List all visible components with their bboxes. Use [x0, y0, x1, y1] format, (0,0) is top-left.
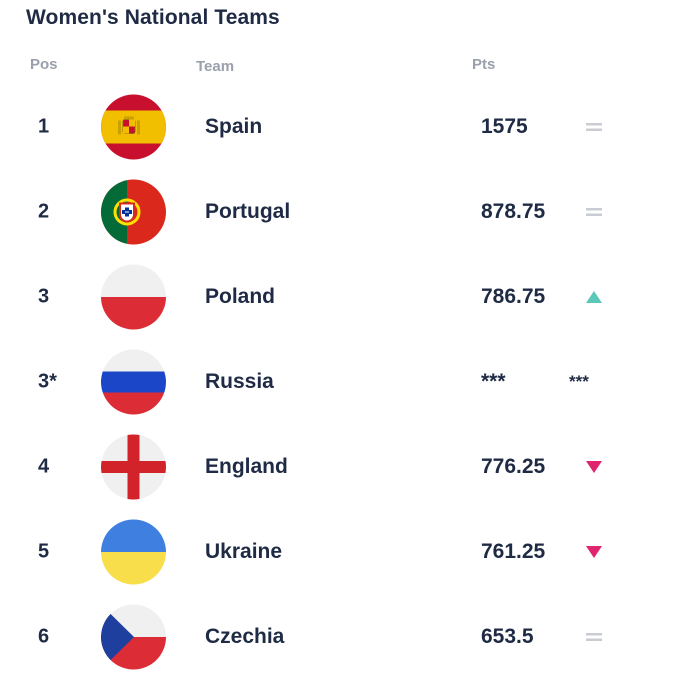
trend-same-icon: [582, 202, 606, 222]
trend-same-icon: [582, 627, 606, 647]
team-name[interactable]: England: [205, 454, 288, 478]
trend-down-icon: [582, 457, 606, 477]
russia-flag-icon: [101, 349, 166, 414]
team-name[interactable]: Russia: [205, 369, 274, 393]
row-position: 3*: [38, 370, 57, 392]
trend-up-icon: [582, 287, 606, 307]
team-name[interactable]: Poland: [205, 284, 276, 308]
column-header-pos[interactable]: Pos: [30, 56, 58, 73]
table-row[interactable]: 6 Czechia 653.5: [0, 594, 680, 679]
portugal-flag-icon: [101, 179, 166, 244]
team-points: 1575: [481, 114, 528, 138]
spain-flag-icon: [101, 94, 166, 159]
england-flag-icon: [101, 434, 166, 499]
table-row[interactable]: 1 Spain 1575: [0, 84, 680, 169]
czechia-flag-icon: [101, 604, 166, 669]
row-position: 6: [38, 625, 50, 647]
table-row[interactable]: 5 Ukraine 761.25: [0, 509, 680, 594]
poland-flag-icon: [101, 264, 166, 329]
trend-same-icon: [582, 117, 606, 137]
column-header-team[interactable]: Team: [196, 58, 235, 75]
team-name[interactable]: Ukraine: [205, 539, 283, 563]
team-name[interactable]: Spain: [205, 114, 263, 138]
trend-text: ***: [569, 371, 589, 391]
ukraine-flag-icon: [101, 519, 166, 584]
table-row[interactable]: 4 England 776.25: [0, 424, 680, 509]
table-row[interactable]: 3* Russia *** ***: [0, 339, 680, 424]
team-points: 786.75: [481, 284, 546, 308]
team-points: 878.75: [481, 199, 546, 223]
column-header-pts[interactable]: Pts: [472, 56, 496, 73]
team-points: 776.25: [481, 454, 546, 478]
row-position: 1: [38, 115, 50, 137]
team-name[interactable]: Czechia: [205, 624, 285, 648]
row-position: 3: [38, 285, 50, 307]
page-title: Women's National Teams: [26, 6, 280, 29]
team-name[interactable]: Portugal: [205, 199, 291, 223]
row-position: 2: [38, 200, 50, 222]
row-position: 4: [38, 455, 50, 477]
table-row[interactable]: 3 Poland 786.75: [0, 254, 680, 339]
team-points: ***: [481, 369, 506, 393]
table-row[interactable]: 2 Portugal 878.75: [0, 169, 680, 254]
team-points: 653.5: [481, 624, 534, 648]
trend-down-icon: [582, 542, 606, 562]
team-points: 761.25: [481, 539, 546, 563]
row-position: 5: [38, 540, 50, 562]
